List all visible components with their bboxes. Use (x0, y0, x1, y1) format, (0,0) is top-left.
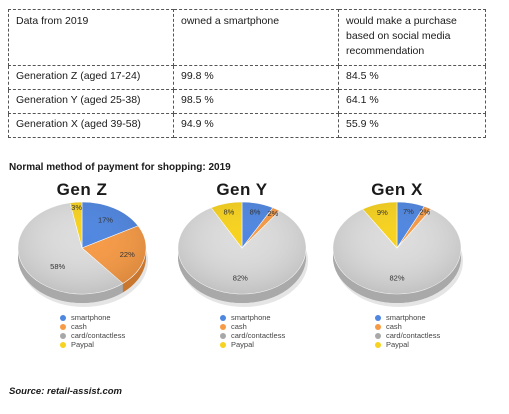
legend-item: cash (375, 322, 440, 331)
pie-label-paypal: 8% (224, 207, 235, 216)
pie-label-paypal: 3% (71, 203, 82, 212)
card-dot-icon (375, 333, 381, 340)
pie-svg: 8% 2% 82% 8% (177, 201, 308, 307)
pie-label-cash: 2% (267, 209, 278, 218)
pie-label-smartphone: 7% (403, 207, 414, 216)
legend-item: card/contactless (220, 331, 285, 340)
table-header-cell: Data from 2019 (8, 9, 174, 66)
legend-label: cash (71, 322, 87, 331)
table-row: Generation Z (aged 17-24) 99.8 % 84.5 % (8, 65, 486, 90)
card-dot-icon (60, 333, 66, 340)
source-note: Source: retail-assist.com (9, 386, 122, 397)
table-header-cell: would make a purchase based on social me… (338, 9, 486, 66)
pie-label-card: 82% (389, 273, 404, 282)
pie-label-smartphone: 8% (250, 207, 261, 216)
pie-label-cash: 22% (120, 250, 135, 259)
pie-title: Gen Y (216, 180, 268, 199)
legend-label: card/contactless (71, 331, 126, 340)
table-cell: 64.1 % (338, 89, 486, 114)
table-cell: 84.5 % (338, 65, 486, 90)
pie-label-paypal: 9% (377, 208, 388, 217)
legend-label: smartphone (71, 313, 111, 322)
table-header-row: Data from 2019 owned a smartphone would … (8, 9, 486, 66)
legend-item: card/contactless (60, 331, 125, 340)
pie-label-smartphone: 17% (98, 215, 113, 224)
table-row: Generation Y (aged 25-38) 98.5 % 64.1 % (8, 89, 486, 114)
table-cell: 94.9 % (173, 113, 339, 138)
legend: smartphone cash card/contactless Paypal (375, 313, 440, 349)
legend-label: Paypal (386, 340, 409, 349)
table-cell: 55.9 % (338, 113, 486, 138)
paypal-dot-icon (60, 342, 66, 349)
legend-label: card/contactless (231, 331, 286, 340)
table-cell: Generation X (aged 39-58) (8, 113, 174, 138)
pie-chart-gen-x: Gen X 7% 2% 82% 9% smartphone cash card/con… (327, 180, 487, 370)
table-cell: 98.5 % (173, 89, 339, 114)
legend-label: Paypal (231, 340, 254, 349)
section-title: Normal method of payment for shopping: 2… (9, 162, 231, 173)
pie-label-cash: 2% (419, 208, 430, 217)
legend-item: smartphone (60, 313, 125, 322)
table-row: Generation X (aged 39-58) 94.9 % 55.9 % (8, 113, 486, 138)
legend-item: Paypal (60, 340, 125, 349)
legend-label: cash (386, 322, 402, 331)
pie-label-card: 58% (50, 262, 65, 271)
table-cell: Generation Y (aged 25-38) (8, 89, 174, 114)
paypal-dot-icon (220, 342, 226, 349)
pie-chart-gen-y: Gen Y 8% 2% 82% 8% smartphone cash card/con… (172, 180, 332, 370)
legend-item: cash (220, 322, 285, 331)
legend-item: card/contactless (375, 331, 440, 340)
table-header-cell: owned a smartphone (173, 9, 339, 66)
legend: smartphone cash card/contactless Paypal (60, 313, 125, 349)
legend-item: cash (60, 322, 125, 331)
legend-item: Paypal (375, 340, 440, 349)
pie-svg: 7% 2% 82% 9% (332, 201, 463, 307)
card-dot-icon (220, 333, 226, 340)
legend-item: smartphone (375, 313, 440, 322)
pie-title: Gen Z (56, 180, 108, 199)
legend-label: cash (231, 322, 247, 331)
smartphone-dot-icon (220, 315, 226, 322)
legend-label: Paypal (71, 340, 94, 349)
pie-label-card: 82% (233, 273, 248, 282)
cash-dot-icon (60, 324, 66, 331)
cash-dot-icon (375, 324, 381, 331)
legend-label: smartphone (231, 313, 271, 322)
cash-dot-icon (220, 324, 226, 331)
legend-label: smartphone (386, 313, 426, 322)
smartphone-dot-icon (375, 315, 381, 322)
smartphone-dot-icon (60, 315, 66, 322)
pie-chart-gen-z: Gen Z 17% 22% 58% 3% smartphone cash card/c… (12, 180, 172, 370)
table-cell: Generation Z (aged 17-24) (8, 65, 174, 90)
paypal-dot-icon (375, 342, 381, 349)
legend-item: smartphone (220, 313, 285, 322)
pie-title: Gen X (371, 180, 423, 199)
legend: smartphone cash card/contactless Paypal (220, 313, 285, 349)
table-cell: 99.8 % (173, 65, 339, 90)
legend-item: Paypal (220, 340, 285, 349)
survey-table: Data from 2019 owned a smartphone would … (8, 9, 486, 138)
pie-svg: 17% 22% 58% 3% (17, 201, 148, 307)
legend-label: card/contactless (386, 331, 441, 340)
